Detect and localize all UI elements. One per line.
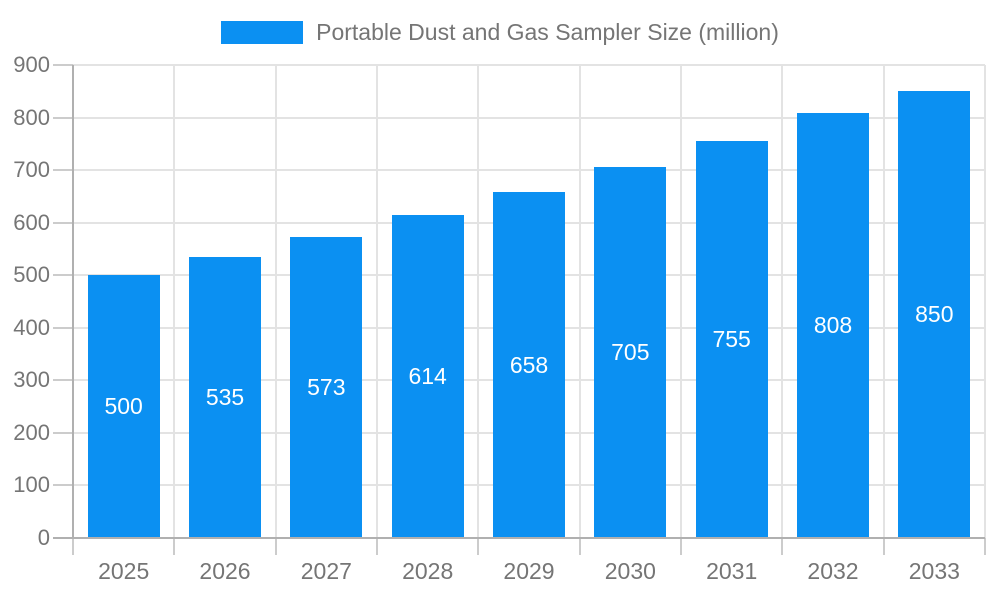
bar: 705 <box>594 167 667 538</box>
x-gridline <box>477 65 480 538</box>
x-gridline <box>376 65 378 538</box>
y-axis-label: 900 <box>13 52 50 77</box>
plot-area: 0 100 200 300 400 500 600 700 800 900 500 2025 535 20… <box>13 54 986 584</box>
y-tick <box>53 484 73 487</box>
y-tick <box>53 379 73 382</box>
y-axis-label: 200 <box>13 419 50 445</box>
x-tick <box>477 538 480 555</box>
y-axis-label: 800 <box>13 104 50 130</box>
y-tick <box>53 221 73 224</box>
bar-value-label: 755 <box>712 326 751 353</box>
x-axis-line <box>53 537 985 539</box>
y-tick <box>53 169 73 172</box>
x-tick <box>984 538 986 555</box>
x-gridline <box>882 65 885 538</box>
legend: Portable Dust and Gas Sampler Size (mill… <box>0 19 1000 47</box>
x-tick <box>781 538 784 555</box>
y-tick <box>53 326 73 329</box>
x-axis-label: 2029 <box>503 558 555 584</box>
y-gridline <box>73 169 985 172</box>
x-gridline <box>680 65 682 538</box>
bar-value-label: 573 <box>307 373 346 400</box>
x-axis-label: 2032 <box>807 558 859 584</box>
bar-value-label: 658 <box>509 351 549 378</box>
y-axis-line <box>72 65 74 538</box>
bar: 573 <box>290 236 363 538</box>
x-axis-label: 2025 <box>98 558 150 584</box>
bar-value-label: 808 <box>813 312 853 339</box>
y-axis-label: 300 <box>13 367 50 393</box>
legend-label: Portable Dust and Gas Sampler Size (mill… <box>316 19 779 45</box>
x-axis-label: 2030 <box>604 558 656 584</box>
bar: 500 <box>87 275 160 538</box>
bar: 614 <box>391 215 464 538</box>
y-gridline <box>73 64 985 66</box>
x-gridline <box>173 65 176 538</box>
x-tick <box>274 538 277 555</box>
bar-value-label: 500 <box>104 393 143 420</box>
bar-value-label: 705 <box>611 339 650 366</box>
y-tick <box>53 116 73 119</box>
x-tick <box>72 538 74 555</box>
x-gridline <box>984 65 986 538</box>
y-gridline <box>73 116 985 119</box>
bar: 535 <box>189 256 261 538</box>
bar: 755 <box>695 141 768 538</box>
x-gridline <box>578 65 581 538</box>
x-axis-label: 2028 <box>402 558 454 584</box>
bar-value-label: 535 <box>205 383 245 410</box>
bar: 808 <box>797 113 869 538</box>
y-tick <box>53 64 73 66</box>
x-tick <box>882 538 885 555</box>
bar: 658 <box>493 192 565 538</box>
x-tick <box>578 538 581 555</box>
y-tick <box>53 431 73 434</box>
bar-value-label: 850 <box>915 301 954 328</box>
y-axis-label: 600 <box>13 209 50 235</box>
x-axis-label: 2033 <box>908 558 960 584</box>
x-tick <box>173 538 176 555</box>
y-axis-label: 500 <box>13 262 50 288</box>
y-axis-label: 100 <box>13 472 50 498</box>
bar: 850 <box>898 91 971 538</box>
bar-value-label: 614 <box>408 363 447 390</box>
y-axis-label: 400 <box>13 314 50 340</box>
y-axis-label: 0 <box>37 525 50 550</box>
x-axis-label: 2031 <box>706 558 758 584</box>
legend-swatch <box>221 21 304 45</box>
y-axis-label: 700 <box>13 157 50 183</box>
x-gridline <box>781 65 784 538</box>
x-gridline <box>274 65 277 538</box>
x-axis-label: 2027 <box>300 558 352 584</box>
x-tick <box>376 538 378 555</box>
x-tick <box>680 538 682 555</box>
y-tick <box>53 274 73 277</box>
x-axis-label: 2026 <box>199 558 251 584</box>
